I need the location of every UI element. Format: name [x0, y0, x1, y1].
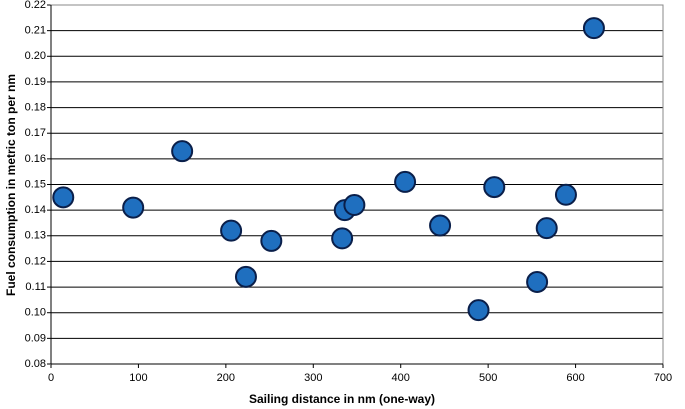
point — [582, 17, 605, 40]
y-tick-label: 0.13 — [25, 230, 46, 242]
y-tick-label: 0.09 — [25, 332, 46, 344]
y-tick-label: 0.19 — [25, 76, 46, 88]
point — [234, 265, 257, 288]
y-tick-label: 0.18 — [25, 101, 46, 113]
point — [554, 183, 577, 206]
y-tick-label: 0.12 — [25, 255, 46, 267]
point — [122, 196, 145, 219]
x-tick-label: 100 — [129, 372, 147, 384]
point — [331, 227, 354, 250]
point — [260, 229, 283, 252]
y-tick-label: 0.15 — [25, 178, 46, 190]
x-tick-label: 500 — [479, 372, 497, 384]
x-tick-label: 200 — [217, 372, 235, 384]
point — [220, 219, 243, 242]
x-tick-label: 700 — [654, 372, 672, 384]
point — [526, 270, 549, 293]
y-tick-label: 0.22 — [25, 0, 46, 11]
point — [483, 176, 506, 199]
point — [394, 170, 417, 193]
point — [171, 140, 194, 163]
point — [429, 214, 452, 237]
y-axis-title: Fuel consumption in metric ton per nm — [4, 74, 18, 296]
x-tick-label: 600 — [566, 372, 584, 384]
y-tick-label: 0.08 — [25, 358, 46, 370]
y-tick-label: 0.21 — [25, 25, 46, 37]
point — [535, 217, 558, 240]
point — [343, 194, 366, 217]
y-tick-label: 0.17 — [25, 127, 46, 139]
y-tick-label: 0.16 — [25, 153, 46, 165]
point — [467, 299, 490, 322]
x-tick-label: 400 — [392, 372, 410, 384]
point — [52, 186, 75, 209]
y-tick-label: 0.14 — [25, 204, 46, 216]
y-tick-label: 0.10 — [25, 307, 46, 319]
x-tick-label: 300 — [304, 372, 322, 384]
y-tick-label: 0.20 — [25, 50, 46, 62]
x-tick-label: 0 — [48, 372, 54, 384]
x-axis-title: Sailing distance in nm (one-way) — [249, 392, 435, 406]
y-tick-label: 0.11 — [25, 281, 46, 293]
